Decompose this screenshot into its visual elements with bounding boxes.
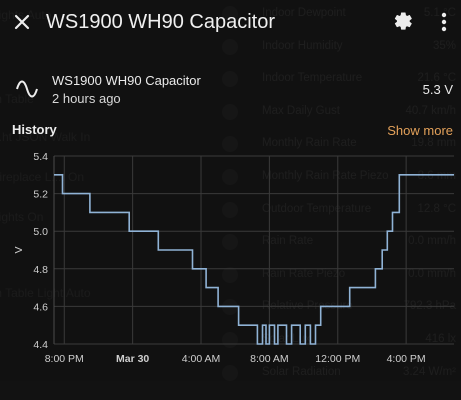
y-tick-label: 4.4 bbox=[33, 339, 48, 351]
history-chart[interactable]: 4.4 4.6 4.8 5.0 5.2 5.4 8:00 PM Mar 30 4:00 AM 8:… bbox=[0, 146, 461, 376]
entity-state-value: 5.3 V bbox=[422, 82, 453, 97]
settings-button[interactable] bbox=[392, 11, 414, 33]
history-heading: History bbox=[12, 122, 57, 137]
capacitor-voltage-line bbox=[54, 173, 454, 345]
y-tick-label: 5.4 bbox=[33, 151, 48, 163]
gear-icon bbox=[394, 12, 412, 30]
y-tick-label: 4.6 bbox=[33, 301, 48, 313]
show-more-link[interactable]: Show more bbox=[387, 123, 453, 138]
close-icon bbox=[14, 14, 30, 30]
more-options-button[interactable] bbox=[434, 11, 454, 33]
x-tick-label: 8:00 AM bbox=[250, 353, 289, 365]
x-tick-label: Mar 30 bbox=[116, 353, 149, 365]
dots-vertical-icon bbox=[441, 12, 447, 32]
sine-wave-icon bbox=[14, 76, 40, 102]
y-tick-label: 4.8 bbox=[33, 264, 48, 276]
y-tick-label: 5.0 bbox=[33, 226, 48, 238]
entity-state-row: WS1900 WH90 Capacitor 2 hours ago 5.3 V bbox=[0, 66, 461, 112]
y-tick-label: 5.2 bbox=[33, 189, 48, 201]
dialog-header: WS1900 WH90 Capacitor bbox=[0, 0, 461, 46]
entity-name: WS1900 WH90 Capacitor bbox=[52, 73, 201, 88]
dialog-title: WS1900 WH90 Capacitor bbox=[46, 11, 275, 33]
history-chart-svg[interactable]: 4.4 4.6 4.8 5.0 5.2 5.4 8:00 PM Mar 30 4:00 AM 8:… bbox=[0, 146, 461, 376]
x-tick-label: 4:00 PM bbox=[387, 353, 426, 365]
entity-last-changed[interactable]: 2 hours ago bbox=[52, 91, 121, 106]
x-tick-label: 4:00 AM bbox=[182, 353, 221, 365]
y-axis-label: V bbox=[13, 246, 25, 253]
x-tick-label: 8:00 PM bbox=[45, 353, 84, 365]
x-tick-label: 12:00 PM bbox=[315, 353, 360, 365]
close-button[interactable] bbox=[10, 10, 34, 34]
